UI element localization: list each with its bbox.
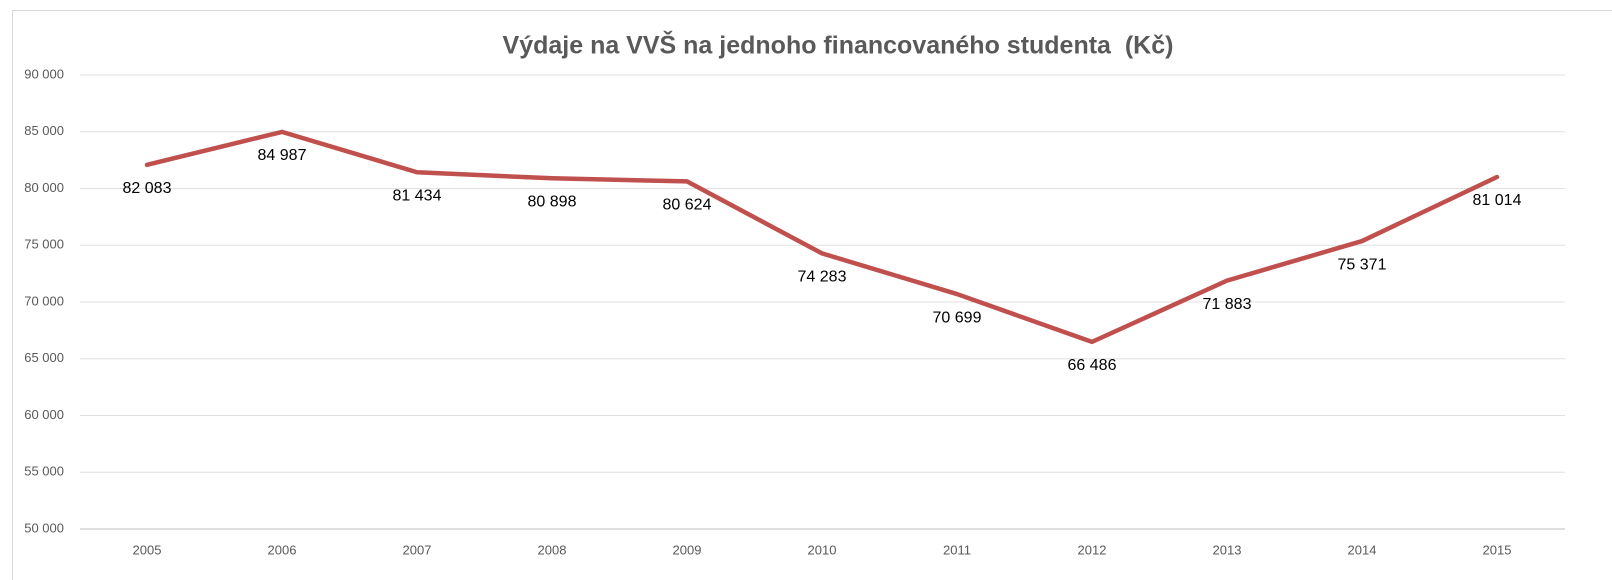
data-label: 70 699 — [933, 309, 982, 326]
y-tick-label: 90 000 — [24, 66, 64, 81]
y-tick-label: 50 000 — [24, 520, 64, 535]
x-tick-label: 2014 — [1348, 542, 1377, 557]
x-tick-label: 2005 — [133, 542, 162, 557]
data-label: 81 014 — [1473, 192, 1522, 209]
y-tick-label: 55 000 — [24, 464, 64, 479]
x-tick-label: 2008 — [538, 542, 567, 557]
data-label: 66 486 — [1068, 357, 1117, 374]
y-tick-label: 70 000 — [24, 293, 64, 308]
data-label: 84 987 — [258, 147, 307, 164]
x-tick-label: 2015 — [1483, 542, 1512, 557]
x-tick-label: 2006 — [268, 542, 297, 557]
data-label: 80 898 — [528, 194, 577, 211]
y-tick-label: 75 000 — [24, 237, 64, 252]
x-tick-label: 2007 — [403, 542, 432, 557]
chart-title: Výdaje na VVŠ na jednoho financovaného s… — [503, 30, 1174, 60]
y-tick-label: 60 000 — [24, 407, 64, 422]
x-tick-label: 2009 — [673, 542, 702, 557]
data-line — [144, 129, 1500, 345]
data-label: 82 083 — [123, 180, 172, 197]
x-tick-label: 2010 — [808, 542, 837, 557]
data-label: 80 624 — [663, 197, 712, 214]
data-label: 74 283 — [798, 269, 847, 286]
chart-frame — [12, 10, 1612, 580]
data-label: 81 434 — [393, 187, 442, 204]
data-label: 71 883 — [1203, 296, 1252, 313]
x-tick-label: 2013 — [1213, 542, 1242, 557]
x-tick-label: 2012 — [1078, 542, 1107, 557]
y-tick-label: 80 000 — [24, 180, 64, 195]
y-tick-label: 85 000 — [24, 123, 64, 138]
x-tick-label: 2011 — [943, 542, 971, 557]
y-tick-label: 65 000 — [24, 350, 64, 365]
data-label: 75 371 — [1338, 256, 1387, 273]
